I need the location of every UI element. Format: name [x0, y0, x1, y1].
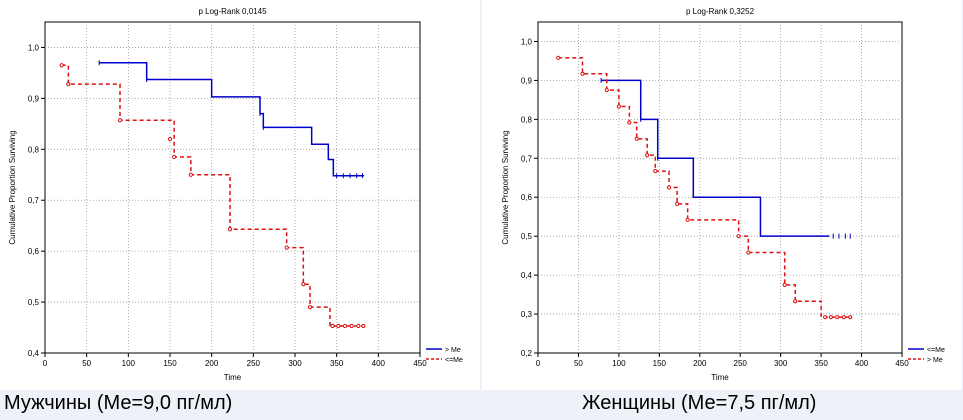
series-line-1: [61, 64, 365, 327]
series-line-0: [99, 61, 365, 177]
chart-title: p Log-Rank 0,3252: [686, 7, 755, 16]
x-tick-label: 200: [205, 359, 219, 368]
x-tick-label: 350: [330, 359, 344, 368]
y-tick-label: 0,4: [521, 271, 533, 280]
censor-marker: [301, 282, 306, 287]
censor-marker: [66, 82, 71, 87]
censor-marker: [361, 323, 366, 329]
censor-marker: [616, 104, 621, 109]
x-tick-label: 0: [43, 359, 48, 368]
legend-label: <=Me: [927, 347, 945, 354]
censor-marker: [604, 88, 609, 93]
censor-marker: [349, 323, 354, 329]
censor-marker: [653, 169, 658, 174]
y-tick-label: 1,0: [28, 43, 40, 52]
x-tick-label: 200: [693, 359, 707, 368]
censor-marker: [666, 185, 672, 190]
censor-marker: [167, 137, 173, 142]
x-tick-label: 450: [413, 359, 427, 368]
chart-title: p Log-Rank 0,0145: [198, 7, 267, 16]
x-tick-label: 150: [163, 359, 177, 368]
x-tick-label: 100: [122, 359, 136, 368]
x-axis-label: Time: [224, 373, 242, 382]
censor-marker: [356, 323, 361, 329]
censor-marker: [746, 250, 751, 255]
censor-marker: [634, 136, 639, 141]
censor-marker: [227, 227, 233, 232]
censor-marker: [188, 172, 193, 177]
x-tick-label: 0: [536, 359, 541, 368]
y-tick-label: 0,9: [28, 94, 40, 103]
y-tick-label: 0,6: [28, 247, 40, 256]
y-tick-label: 0,3: [521, 310, 533, 319]
censor-marker: [556, 55, 561, 60]
y-tick-label: 0,8: [521, 115, 533, 124]
censor-marker: [841, 315, 846, 320]
censor-marker: [117, 118, 123, 123]
censor-marker: [835, 315, 840, 320]
x-tick-label: 150: [653, 359, 667, 368]
y-tick-label: 0,4: [28, 349, 40, 358]
x-tick-label: 50: [574, 359, 583, 368]
caption-women: Женщины (Ме=7,5 пг/мл): [582, 392, 817, 414]
legend-label: > Me: [445, 347, 461, 354]
x-tick-label: 300: [288, 359, 302, 368]
censor-marker: [172, 154, 177, 160]
x-tick-label: 450: [895, 359, 909, 368]
censor-marker: [823, 315, 828, 320]
censor-marker: [782, 282, 787, 287]
x-axis-label: Time: [711, 373, 729, 382]
censor-marker: [284, 245, 289, 250]
series-line-0: [601, 79, 830, 237]
y-axis-label: Cumulative Proportion Surviving: [501, 130, 510, 244]
km-chart-men: 0 50 100 150 200 250 300 350 400 450 0,4 0,5 0,6 0,7 0…: [8, 7, 463, 382]
x-tick-label: 300: [774, 359, 788, 368]
censor-marker: [675, 201, 680, 206]
plot-area: [44, 21, 421, 354]
x-tick-label: 250: [247, 359, 261, 368]
y-axis-label: Cumulative Proportion Surviving: [8, 130, 17, 244]
x-tick-label: 400: [855, 359, 869, 368]
censor-marker: [645, 153, 650, 158]
y-tick-label: 0,8: [28, 145, 40, 154]
km-chart-men-panel: 0 50 100 150 200 250 300 350 400 450 0,4 0,5 0,6 0,7 0…: [0, 0, 480, 390]
y-tick-label: 1,0: [521, 37, 533, 46]
legend-label: <=Me: [445, 357, 463, 364]
x-tick-label: 350: [814, 359, 828, 368]
y-tick-label: 0,9: [521, 76, 533, 85]
censor-marker: [59, 63, 64, 68]
censor-marker: [342, 323, 348, 329]
censor-marker: [736, 234, 741, 239]
caption-men: Мужчины (Ме=9,0 пг/мл): [4, 392, 233, 414]
censor-marker: [627, 120, 632, 125]
plot-area: [537, 21, 903, 354]
km-chart-women-panel: 0 50 100 150 200 250 300 350 400 450 0,2 0,3 0,4 0,5 0…: [482, 0, 962, 390]
legend-label: > Me: [927, 357, 943, 364]
censor-marker: [685, 217, 690, 222]
km-chart-women: 0 50 100 150 200 250 300 350 400 450 0,2 0,3 0,4 0,5 0…: [501, 7, 945, 382]
censor-marker: [330, 323, 335, 329]
censor-marker: [336, 323, 341, 329]
y-tick-label: 0,6: [521, 193, 533, 202]
y-tick-label: 0,7: [521, 154, 533, 163]
y-tick-label: 0,5: [521, 232, 533, 241]
censor-marker: [828, 315, 833, 320]
censor-marker: [307, 305, 313, 310]
censor-marker: [793, 299, 798, 304]
y-tick-label: 0,2: [521, 349, 533, 358]
x-tick-label: 50: [82, 359, 91, 368]
censor-marker: [580, 71, 585, 76]
censor-marker: [848, 315, 853, 320]
x-tick-label: 400: [372, 359, 386, 368]
y-tick-label: 0,7: [28, 196, 40, 205]
y-tick-label: 0,5: [28, 298, 40, 307]
x-tick-label: 250: [734, 359, 748, 368]
x-tick-label: 100: [612, 359, 626, 368]
